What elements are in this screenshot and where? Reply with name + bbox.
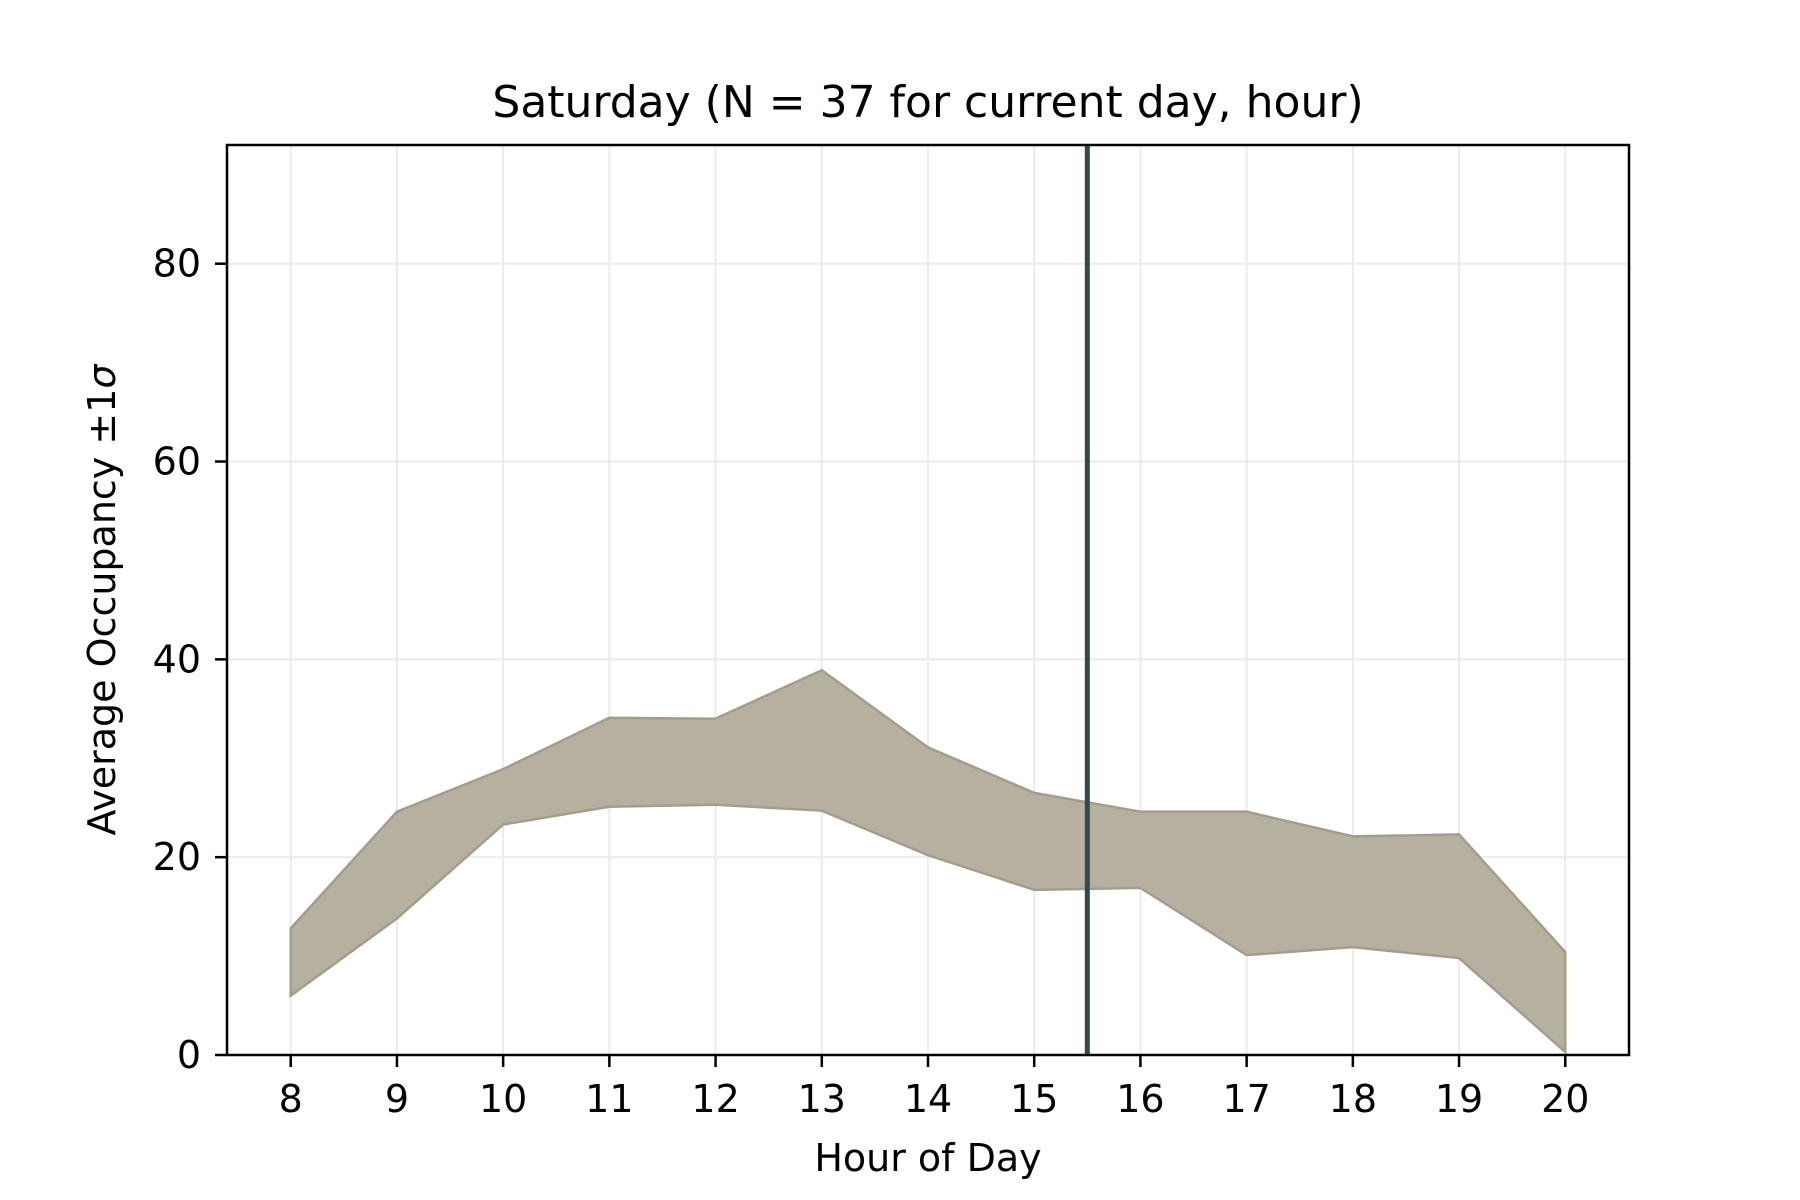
x-tick-label: 12 (691, 1077, 739, 1121)
x-tick-label: 14 (904, 1077, 952, 1121)
y-axis-label-sigma: σ (80, 363, 124, 389)
x-tick-label: 15 (1010, 1077, 1058, 1121)
x-tick-label: 8 (279, 1077, 303, 1121)
x-tick-label: 10 (479, 1077, 527, 1121)
ticks: 8 9 10 11 12 13 14 15 16 17 18 19 20 0 20 40 60 80 (153, 242, 1590, 1121)
x-tick-label: 11 (585, 1077, 633, 1121)
y-tick-label: 60 (153, 440, 201, 484)
y-axis-label-text: Average Occupancy ±1 (80, 389, 124, 836)
chart-title: Saturday (N = 37 for current day, hour) (492, 77, 1363, 128)
x-tick-label: 17 (1222, 1077, 1270, 1121)
x-tick-label: 13 (798, 1077, 846, 1121)
occupancy-band (289, 668, 1567, 1055)
y-axis-label: Average Occupancy ±1σ (80, 363, 124, 836)
x-tick-label: 9 (385, 1077, 409, 1121)
y-tick-label: 0 (177, 1033, 201, 1077)
x-axis-label: Hour of Day (814, 1136, 1041, 1180)
y-tick-label: 40 (153, 637, 201, 681)
y-tick-label: 20 (153, 835, 201, 879)
y-tick-label: 80 (153, 242, 201, 286)
x-tick-label: 18 (1329, 1077, 1377, 1121)
x-tick-label: 20 (1541, 1077, 1589, 1121)
x-tick-label: 16 (1116, 1077, 1164, 1121)
x-tick-label: 19 (1435, 1077, 1483, 1121)
